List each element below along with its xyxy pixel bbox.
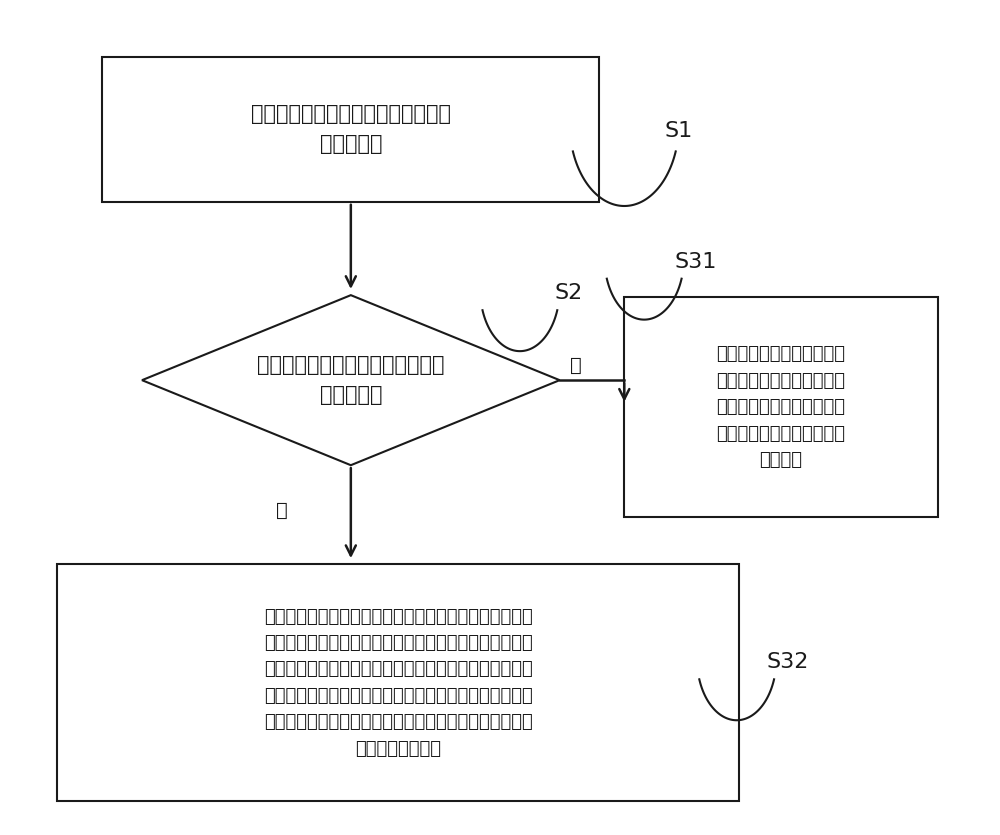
Text: 判断自然冷却风冷冷水机组是否处
于工作状态: 判断自然冷却风冷冷水机组是否处 于工作状态 <box>257 356 445 405</box>
Text: 则当环境温度大于第一预设
温度时，开启第一制冷循环
，或者，当环境温度不大于
第一预设温度时，开启第二
制冷循环: 则当环境温度大于第一预设 温度时，开启第一制冷循环 ，或者，当环境温度不大于 第… <box>716 346 845 469</box>
Text: S2: S2 <box>555 283 583 303</box>
Text: S31: S31 <box>674 251 716 271</box>
Text: S32: S32 <box>767 652 809 672</box>
Text: 获取自然冷却风冷冷水机组所在位置
的环境温度: 获取自然冷却风冷冷水机组所在位置 的环境温度 <box>251 104 451 154</box>
Text: 否: 否 <box>570 356 581 375</box>
Text: 在自然冷却风冷冷水机组处于第一制冷循环工作时，当环
境温度不大于第二预设温度时，关闭第一制冷循环，开启
第二制冷循环，或者，在自然冷却风冷冷水机组处于第二
制冷: 在自然冷却风冷冷水机组处于第一制冷循环工作时，当环 境温度不大于第二预设温度时，… <box>264 608 532 757</box>
Text: 是: 是 <box>276 501 288 520</box>
FancyBboxPatch shape <box>102 57 599 202</box>
Polygon shape <box>142 295 560 465</box>
FancyBboxPatch shape <box>57 564 739 801</box>
FancyBboxPatch shape <box>624 297 938 517</box>
Text: S1: S1 <box>664 121 692 141</box>
